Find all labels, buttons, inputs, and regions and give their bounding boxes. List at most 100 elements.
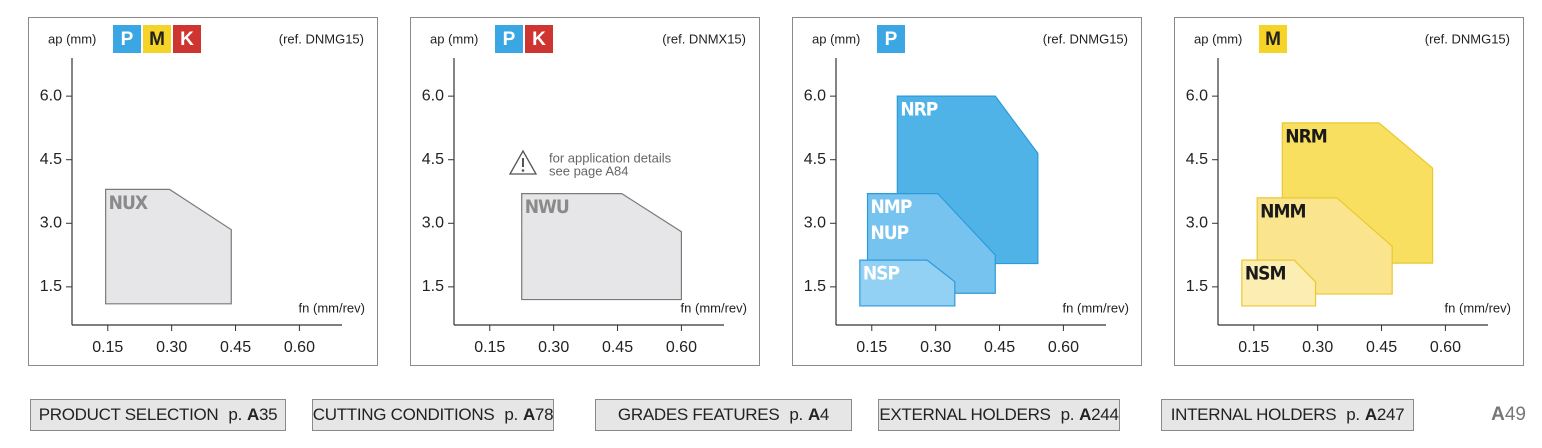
- material-letter: P: [503, 29, 516, 50]
- x-tick-label: 0.15: [856, 339, 887, 356]
- application-area: [105, 188, 232, 305]
- y-tick-label: 3.0: [1186, 215, 1208, 232]
- warning-dot: [521, 169, 525, 172]
- reference: (ref. DNMX15): [662, 31, 746, 46]
- area-label: NUP: [871, 222, 909, 244]
- nav-section: A: [807, 405, 820, 424]
- x-tick-label: 0.60: [666, 339, 697, 356]
- material-letter: M: [1265, 29, 1281, 50]
- y-tick-label: 4.5: [40, 151, 62, 168]
- x-tick-label: 0.30: [156, 339, 187, 356]
- material-badge: [1259, 25, 1287, 53]
- material-letter: K: [180, 29, 194, 50]
- y-tick-label: 1.5: [422, 278, 444, 295]
- x-tick-label: 0.15: [1238, 339, 1269, 356]
- y-axis-label: ap (mm): [430, 31, 478, 46]
- panel-frame: [410, 17, 760, 366]
- x-tick-label: 0.15: [474, 339, 505, 356]
- page-number: A49: [1491, 404, 1526, 426]
- y-axis-label: ap (mm): [48, 31, 96, 46]
- nav-page: 35: [258, 405, 278, 424]
- area-label: NWU: [525, 196, 569, 218]
- y-tick-label: 1.5: [40, 278, 62, 295]
- nav-section: A: [522, 405, 535, 424]
- x-tick-label: 0.60: [284, 339, 315, 356]
- x-tick-label: 0.15: [92, 339, 123, 356]
- chart-panel: ap (mm) (ref. DNMG15) P 0.15 0.30 0.45 0.60 6.0…: [792, 17, 1142, 366]
- nav-page: 244: [1091, 405, 1119, 424]
- reference: (ref. DNMG15): [1043, 31, 1128, 46]
- nav-button[interactable]: PRODUCT SELECTION p. A 35: [30, 399, 286, 431]
- nav-button[interactable]: CUTTING CONDITIONS p. A 78: [312, 399, 554, 431]
- material-badge: [877, 25, 905, 53]
- nav-prefix: p.: [1346, 405, 1360, 424]
- x-tick-label: 0.30: [1302, 339, 1333, 356]
- nav-prefix: p.: [1060, 405, 1075, 424]
- nav-button[interactable]: GRADES FEATURES p. A 4: [595, 399, 852, 431]
- y-tick-label: 4.5: [422, 151, 444, 168]
- material-letter: M: [149, 29, 165, 50]
- nav-prefix: p.: [504, 405, 518, 424]
- x-tick-label: 0.45: [1366, 339, 1397, 356]
- application-area: [1241, 259, 1317, 307]
- area-label: NSM: [1245, 263, 1286, 285]
- material-badge: [173, 25, 201, 53]
- y-tick-label: 6.0: [804, 87, 826, 104]
- reference: (ref. DNMG15): [1425, 31, 1510, 46]
- x-axis-label: fn (mm/rev): [1445, 300, 1511, 315]
- y-axis-label: ap (mm): [812, 31, 860, 46]
- nav-label: INTERNAL HOLDERS: [1170, 405, 1337, 424]
- nav-page: 247: [1376, 405, 1405, 424]
- note: see page A84: [549, 163, 629, 178]
- nav-label: PRODUCT SELECTION: [38, 405, 219, 424]
- material-badge: [113, 25, 141, 53]
- material-badge: [525, 25, 553, 53]
- y-tick-label: 6.0: [1186, 87, 1208, 104]
- y-tick-label: 3.0: [422, 215, 444, 232]
- x-tick-label: 0.45: [602, 339, 633, 356]
- y-tick-label: 6.0: [40, 87, 62, 104]
- x-tick-label: 0.45: [984, 339, 1015, 356]
- x-axis-label: fn (mm/rev): [299, 300, 365, 315]
- area-label: NRM: [1285, 125, 1327, 147]
- x-tick-label: 0.45: [220, 339, 251, 356]
- y-tick-label: 1.5: [804, 278, 826, 295]
- page-num: 49: [1504, 404, 1526, 425]
- nav-page: 78: [534, 405, 554, 424]
- reference: (ref. DNMG15): [279, 31, 364, 46]
- nav-section: A: [247, 405, 259, 424]
- nav-section: A: [1079, 405, 1092, 424]
- x-tick-label: 0.30: [920, 339, 951, 356]
- area-label: NSP: [863, 263, 900, 285]
- x-tick-label: 0.30: [538, 339, 569, 356]
- area-label: NMP: [871, 196, 912, 218]
- material-badge: [143, 25, 171, 53]
- y-tick-label: 4.5: [1186, 151, 1208, 168]
- note: for application details: [549, 150, 672, 165]
- x-tick-label: 0.60: [1430, 339, 1461, 356]
- charts: ap (mm) (ref. DNMG15)P M K0.15 0.30 0.45 0.606…: [28, 17, 1524, 366]
- material-letter: P: [121, 29, 134, 50]
- panel-frame: [28, 17, 378, 366]
- nav-button[interactable]: INTERNAL HOLDERS p. A 247: [1161, 399, 1414, 431]
- nav-prefix: p.: [228, 405, 242, 424]
- application-area: [859, 259, 956, 307]
- nav-label: CUTTING CONDITIONS: [312, 405, 495, 424]
- nav-page: 4: [819, 405, 830, 424]
- material-badge: [495, 25, 523, 53]
- nav-label: EXTERNAL HOLDERS: [879, 405, 1051, 424]
- nav-button[interactable]: EXTERNAL HOLDERS p. A 244: [878, 399, 1120, 431]
- chart-panel: ap (mm) (ref. DNMX15) P K 0.15 0.30 0.45 0.60 6.…: [410, 17, 760, 366]
- y-tick-label: 6.0: [422, 87, 444, 104]
- x-axis-label: fn (mm/rev): [681, 300, 747, 315]
- nav-section: A: [1364, 405, 1377, 424]
- nav-prefix: p.: [789, 405, 803, 424]
- area-label: NMM: [1260, 200, 1305, 222]
- material-letter: P: [885, 29, 898, 50]
- nav-label: GRADES FEATURES: [617, 405, 780, 424]
- y-tick-label: 3.0: [40, 215, 62, 232]
- material-letter: K: [532, 29, 546, 50]
- application-area: [521, 193, 683, 301]
- y-axis-label: ap (mm): [1194, 31, 1242, 46]
